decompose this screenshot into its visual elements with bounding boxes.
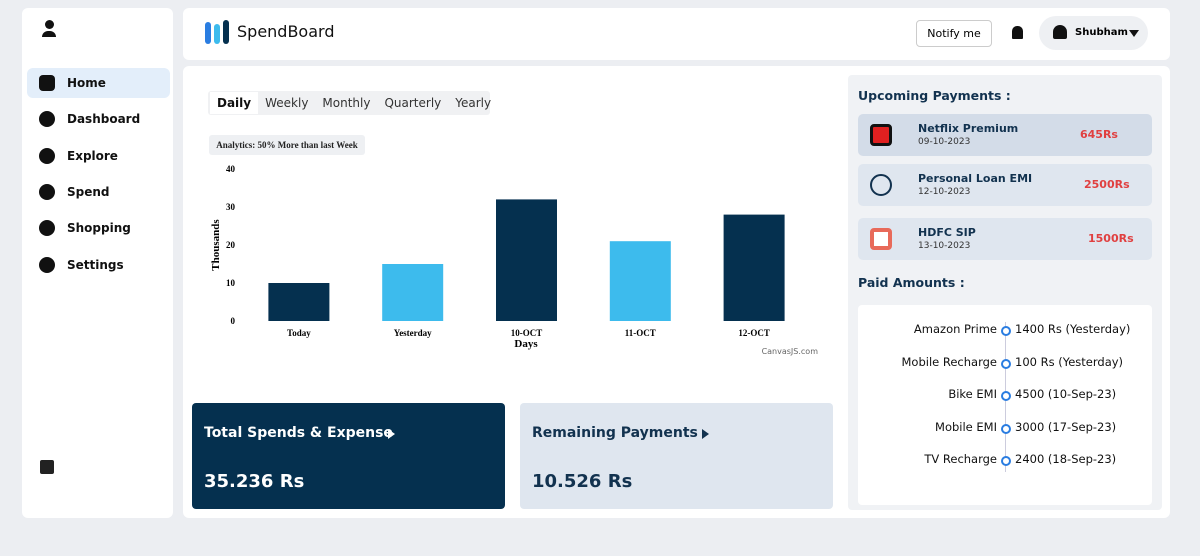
logo (205, 22, 211, 44)
y-tick-label: 30 (226, 202, 236, 212)
nav-item[interactable]: Dashboard (27, 104, 170, 134)
total-card[interactable]: Total Spends & Expense 35.236 Rs (192, 403, 505, 509)
user-icon (1053, 25, 1067, 39)
bar (268, 283, 330, 321)
paid-name: Bike EMI (948, 387, 997, 401)
arrow (702, 429, 709, 439)
chart-credit: CanvasJS.com (762, 347, 819, 356)
x-tick-label: Yesterday (394, 328, 432, 338)
bar (609, 241, 671, 321)
y-tick-label: 10 (226, 278, 236, 288)
payment-name: Netflix Premium (918, 122, 1019, 135)
notify-button[interactable]: Notify me (916, 20, 992, 47)
x-tick-label: 12-OCT (738, 328, 770, 338)
tab[interactable]: Daily (210, 92, 259, 114)
user-icon (42, 20, 56, 38)
paid-detail: 1400 Rs (Yesterday) (1015, 322, 1131, 336)
payment-date: 12-10-2023 (918, 187, 971, 197)
payment-logo (870, 228, 892, 250)
user-menu[interactable]: Shubham (1039, 16, 1148, 50)
payment-date: 13-10-2023 (918, 241, 971, 251)
nav-label: Spend (67, 185, 110, 199)
paid-name: Mobile EMI (935, 419, 997, 434)
bar (723, 214, 785, 321)
header: SpendBoard Notify me Shubham (183, 8, 1170, 60)
x-tick-label: 10-OCT (511, 328, 543, 338)
nav-label: Home (67, 76, 106, 90)
logo (223, 20, 229, 44)
payment-logo (870, 124, 892, 146)
tab[interactable]: Yearly (455, 96, 492, 110)
bar (496, 199, 557, 321)
nav-item[interactable]: Settings (27, 250, 170, 280)
card-amount: 10.526 Rs (532, 471, 633, 492)
x-axis-label: Days (514, 338, 538, 350)
tab[interactable]: Quarterly (384, 96, 442, 110)
payment-row[interactable]: Netflix Premium 09-10-2023 645Rs (858, 114, 1152, 156)
payment-row[interactable]: HDFC SIP 13-10-2023 1500Rs (858, 218, 1152, 260)
x-tick-label: 11-OCT (625, 328, 656, 338)
payment-date: 09-10-2023 (918, 137, 971, 147)
nav-icon (39, 75, 55, 91)
nav-label: Explore (67, 149, 118, 163)
timeline-dot (1001, 423, 1011, 434)
y-tick-label: 20 (226, 240, 236, 250)
paid-detail: 100 Rs (Yesterday) (1015, 354, 1124, 369)
dropdown-arrow (1129, 30, 1139, 37)
payment-row[interactable]: Personal Loan EMI 12-10-2023 2500Rs (858, 164, 1152, 206)
nav-icon (39, 111, 55, 127)
card-amount: 35.236 Rs (204, 471, 305, 492)
tabs: Daily Weekly Monthly Quarterly Yearly (208, 91, 491, 115)
nav-label: Settings (67, 258, 124, 272)
arrow (388, 429, 395, 439)
y-axis-label: Thousands (210, 219, 222, 271)
payment-amount: 1500Rs (1088, 232, 1134, 245)
payment-logo (870, 174, 892, 196)
x-tick-label: Today (287, 328, 311, 338)
tab[interactable]: Weekly (265, 96, 309, 110)
section-title: Paid Amounts : (858, 275, 965, 290)
remaining-card[interactable]: Remaining Payments 10.526 Rs (520, 403, 833, 509)
paid-name: Amazon Prime (913, 322, 997, 336)
paid-detail: 3000 (17-Sep-23) (1015, 419, 1117, 434)
card-title: Remaining Payments (532, 425, 698, 441)
nav-icon (39, 148, 55, 164)
paid-name: Mobile Recharge (901, 354, 998, 369)
nav-icon (39, 220, 55, 236)
paid-name: TV Recharge (924, 452, 997, 466)
payment-name: Personal Loan EMI (918, 172, 1033, 185)
chart-title: Analytics: 50% More than last Week (209, 135, 365, 155)
section-title: Upcoming Payments : (858, 88, 1011, 103)
timeline-dot (1001, 391, 1011, 401)
nav-item[interactable]: Spend (27, 177, 170, 207)
nav-item[interactable]: Home (27, 68, 170, 98)
nav-label: Shopping (67, 221, 131, 235)
brand: SpendBoard (237, 22, 335, 41)
card-title: Total Spends & Expense (204, 425, 393, 441)
collapse-button[interactable] (40, 460, 54, 474)
nav-icon (39, 257, 55, 273)
timeline-dot (1001, 358, 1011, 369)
nav-item[interactable]: Explore (27, 141, 170, 171)
nav-label: Dashboard (67, 112, 141, 126)
nav-item[interactable]: Shopping (27, 213, 170, 243)
timeline-dot (1001, 326, 1011, 336)
payment-amount: 2500Rs (1084, 178, 1130, 191)
paid-detail: 4500 (10-Sep-23) (1015, 387, 1117, 401)
payment-name: HDFC SIP (918, 226, 976, 239)
user-name: Shubham (1075, 27, 1128, 38)
chart: 0 10 20 30 40 Thousands Days CanvasJS.com Today Y… (210, 164, 819, 356)
tab[interactable]: Monthly (322, 96, 371, 110)
paid-detail: 2400 (18-Sep-23) (1015, 452, 1117, 466)
payment-amount: 645Rs (1080, 128, 1118, 141)
bell-icon[interactable] (1012, 26, 1023, 39)
nav-icon (39, 184, 55, 200)
bar (382, 264, 444, 321)
y-tick-label: 0 (231, 316, 236, 326)
timeline-dot (1001, 456, 1011, 466)
logo (214, 24, 220, 44)
y-tick-label: 40 (226, 164, 236, 174)
